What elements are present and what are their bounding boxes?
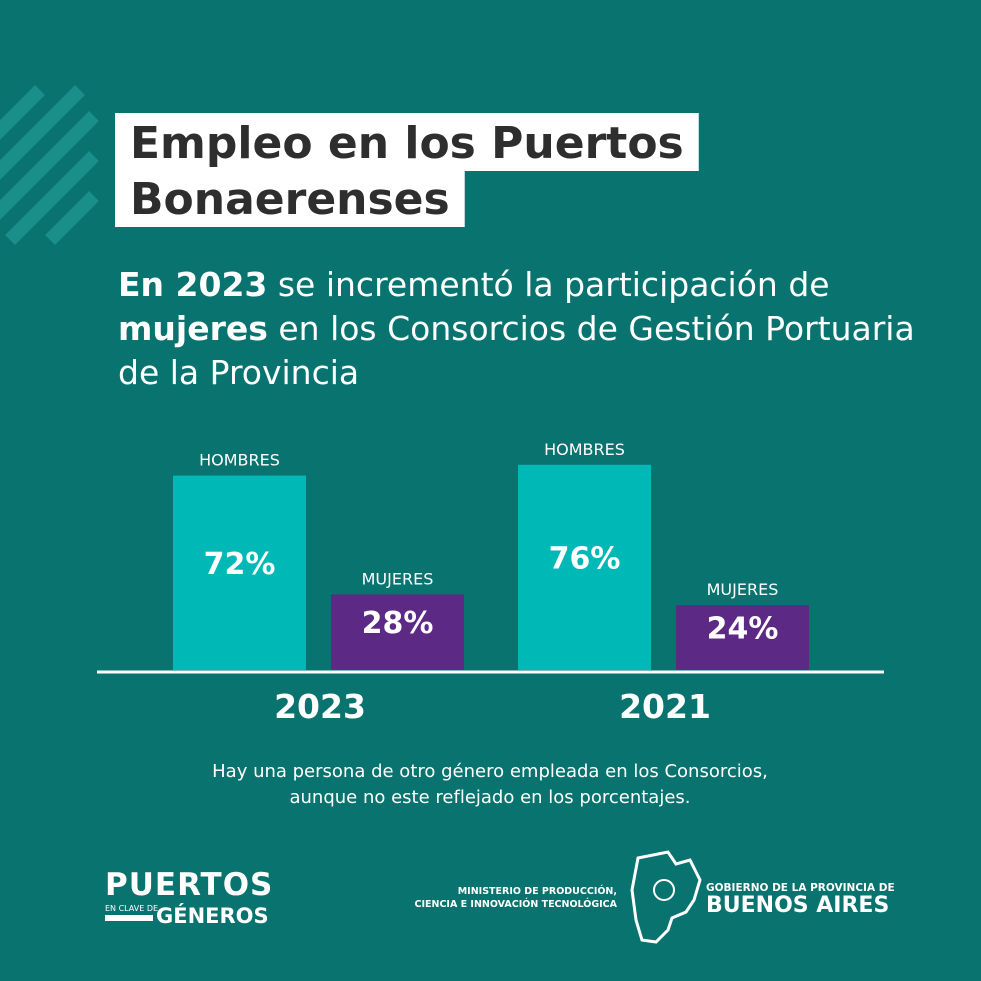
series-label: HOMBRES — [199, 451, 280, 470]
map-icon-detail — [653, 879, 675, 901]
logo-top: PUERTOS — [105, 867, 273, 903]
stripe — [0, 111, 99, 220]
series-label: HOMBRES — [544, 440, 625, 459]
ministry-line: CIENCIA E INNOVACIÓN TECNOLÓGICA — [415, 898, 618, 910]
stripe — [5, 151, 99, 245]
note-line: Hay una persona de otro género empleada … — [212, 761, 768, 782]
logo-bar — [105, 915, 153, 921]
government-top: GOBIERNO DE LA PROVINCIA DE — [706, 882, 895, 894]
note: Hay una persona de otro género empleada … — [212, 761, 768, 808]
title-line: Bonaerenses — [130, 174, 450, 225]
category-label: 2023 — [274, 687, 366, 726]
title-line: Empleo en los Puertos — [130, 118, 684, 169]
government-bottom: BUENOS AIRES — [706, 893, 889, 918]
series-label: MUJERES — [362, 569, 434, 588]
category-label: 2021 — [619, 687, 711, 726]
subtitle-segment: se incrementó la participación de — [267, 265, 829, 304]
stripe — [0, 85, 45, 140]
title-box — [115, 169, 465, 227]
stripe — [0, 85, 85, 180]
chart: 2023 HOMBRES 72% MUJERES 28% 2021 HOMBRES 76% MU… — [97, 440, 884, 726]
title-box — [115, 113, 699, 171]
subtitle-segment: en los Consorcios de Gestión Portuaria — [268, 309, 915, 348]
note-line: aunque no este reflejado en los porcenta… — [289, 787, 690, 808]
bar — [676, 605, 809, 670]
logo-bottom: GÉNEROS — [156, 903, 269, 928]
province-map-icon — [630, 850, 702, 944]
ministry-line: MINISTERIO DE PRODUCCIÓN, — [458, 885, 617, 897]
subtitle-segment: de la Provincia — [118, 353, 359, 392]
bar — [518, 464, 651, 670]
value-label: 28% — [362, 606, 434, 641]
subtitle-segment: mujeres — [118, 309, 268, 348]
value-label: 24% — [707, 612, 779, 647]
subtitle-segment: En 2023 — [118, 265, 267, 304]
stripe — [45, 191, 99, 245]
bar — [331, 594, 464, 670]
value-label: 72% — [204, 547, 276, 582]
bar — [173, 475, 306, 670]
series-label: MUJERES — [707, 580, 779, 599]
decor-stripes — [0, 85, 99, 245]
logo-small: EN CLAVE DE — [105, 904, 158, 913]
subtitle: En 2023 se incrementó la participación d… — [118, 265, 915, 392]
value-label: 76% — [549, 541, 621, 576]
